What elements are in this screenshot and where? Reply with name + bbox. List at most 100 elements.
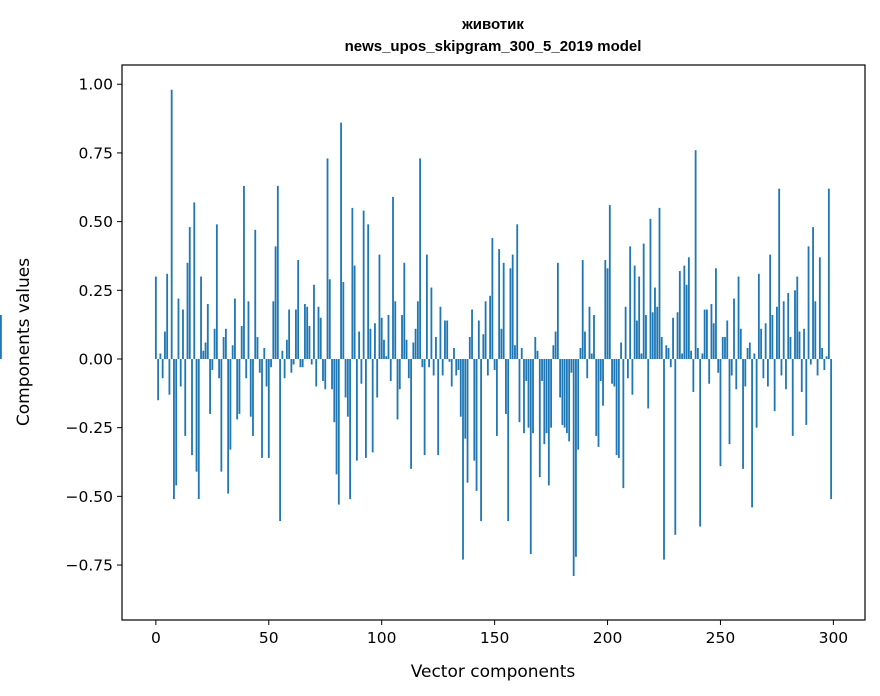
- bar-component-95: [369, 328, 372, 359]
- bar-component-186: [575, 358, 577, 557]
- bar-component-41: [247, 301, 250, 359]
- bar-component-88: [353, 265, 356, 359]
- bar-component-204: [615, 358, 618, 456]
- bar-component-139: [468, 337, 471, 359]
- bar-component-69: [310, 358, 313, 365]
- bar-component-289: [807, 246, 810, 359]
- bar-component-278: [782, 301, 785, 359]
- bar-component-247: [712, 323, 715, 359]
- bar-component-298: [827, 188, 830, 359]
- bar-component-74: [322, 358, 324, 381]
- bar-component-92: [362, 210, 365, 359]
- bar-component-147: [486, 358, 489, 376]
- bar-component-79: [333, 358, 336, 423]
- bar-component-65: [301, 358, 304, 368]
- bar-component-170: [538, 358, 541, 478]
- bar-component-270: [764, 323, 767, 359]
- bar-component-184: [570, 358, 573, 373]
- bar-component-210: [629, 246, 632, 359]
- bar-component-134: [457, 358, 460, 370]
- x-tick-label: 100: [367, 629, 397, 647]
- bar-component-206: [620, 342, 622, 359]
- bar-component-123: [432, 358, 435, 376]
- bar-component-273: [771, 315, 774, 359]
- bar-component-211: [631, 358, 634, 395]
- bar-component-214: [638, 276, 641, 359]
- bar-component-257: [735, 358, 738, 390]
- bar-component-128: [444, 320, 446, 359]
- bar-component-94: [367, 224, 370, 359]
- bar-component-141: [473, 358, 476, 461]
- bar-component-93: [365, 358, 367, 458]
- bar-component-78: [331, 358, 333, 390]
- bar-component-243: [703, 309, 706, 359]
- bar-component-80: [335, 358, 338, 475]
- bar-component-102: [385, 356, 388, 359]
- bar-component-24: [209, 358, 211, 414]
- bar-component-150: [493, 358, 496, 370]
- bar-component-140: [471, 309, 473, 359]
- bar-component-61: [292, 358, 295, 365]
- bar-component-111: [405, 339, 408, 359]
- plot-area: [122, 65, 865, 620]
- plot-frame: [121, 64, 866, 621]
- bar-component-81: [337, 358, 340, 505]
- bar-component-219: [649, 218, 652, 359]
- bar-component-132: [453, 348, 455, 359]
- bar-component-40: [245, 358, 248, 379]
- y-tick-label: 0.50: [78, 213, 113, 231]
- bar-component-276: [778, 188, 781, 359]
- bar-component-208: [624, 306, 627, 359]
- bar-component-104: [389, 358, 392, 381]
- bar-component-246: [710, 304, 713, 359]
- bar-component-17: [193, 202, 196, 359]
- bar-component-249: [717, 358, 720, 373]
- bar-component-130: [448, 358, 451, 362]
- bar-component-137: [464, 358, 467, 439]
- bar-component-85: [346, 358, 349, 417]
- bar-component-280: [787, 293, 790, 359]
- bar-component-15: [188, 227, 191, 359]
- bar-component-undefined: [0, 315, 2, 359]
- bar-component-228: [669, 358, 672, 368]
- bar-component-202: [611, 358, 613, 384]
- bar-component-263: [748, 342, 751, 359]
- bar-component-106: [394, 301, 397, 359]
- bar-component-212: [633, 265, 636, 359]
- bar-component-12: [182, 309, 184, 359]
- bar-component-153: [500, 328, 503, 359]
- bar-component-9: [175, 358, 178, 486]
- bar-component-156: [507, 358, 510, 522]
- bar-component-31: [224, 328, 227, 359]
- bar-component-25: [211, 358, 214, 370]
- bar-component-177: [554, 331, 557, 359]
- bar-component-198: [602, 358, 604, 406]
- bar-component-245: [708, 358, 711, 384]
- bar-component-193: [590, 353, 593, 359]
- bar-component-70: [313, 284, 315, 359]
- bar-component-275: [776, 306, 778, 359]
- bar-component-250: [719, 358, 722, 467]
- bar-component-213: [636, 320, 638, 359]
- bar-component-52: [272, 301, 275, 359]
- bar-component-22: [204, 342, 207, 359]
- bar-component-66: [304, 304, 306, 359]
- bar-component-267: [757, 273, 760, 359]
- bar-component-220: [651, 312, 654, 359]
- bar-component-191: [586, 358, 589, 379]
- bar-component-89: [355, 358, 358, 461]
- chart-title-line-2: news_upos_skipgram_300_5_2019 model: [345, 38, 642, 55]
- bar-component-259: [739, 328, 742, 359]
- bar-component-238: [692, 358, 695, 392]
- bar-component-107: [396, 358, 399, 420]
- bar-component-155: [505, 358, 507, 414]
- x-axis-ticks: 0 50 100 150 200 250 300: [151, 620, 848, 647]
- bar-component-19: [197, 358, 200, 500]
- bar-component-292: [814, 301, 817, 359]
- bar-component-72: [317, 306, 320, 359]
- x-tick-label: 200: [593, 629, 623, 647]
- bar-component-282: [791, 358, 794, 436]
- bar-component-18: [195, 358, 198, 472]
- bar-component-232: [678, 271, 681, 359]
- bar-component-253: [726, 320, 729, 359]
